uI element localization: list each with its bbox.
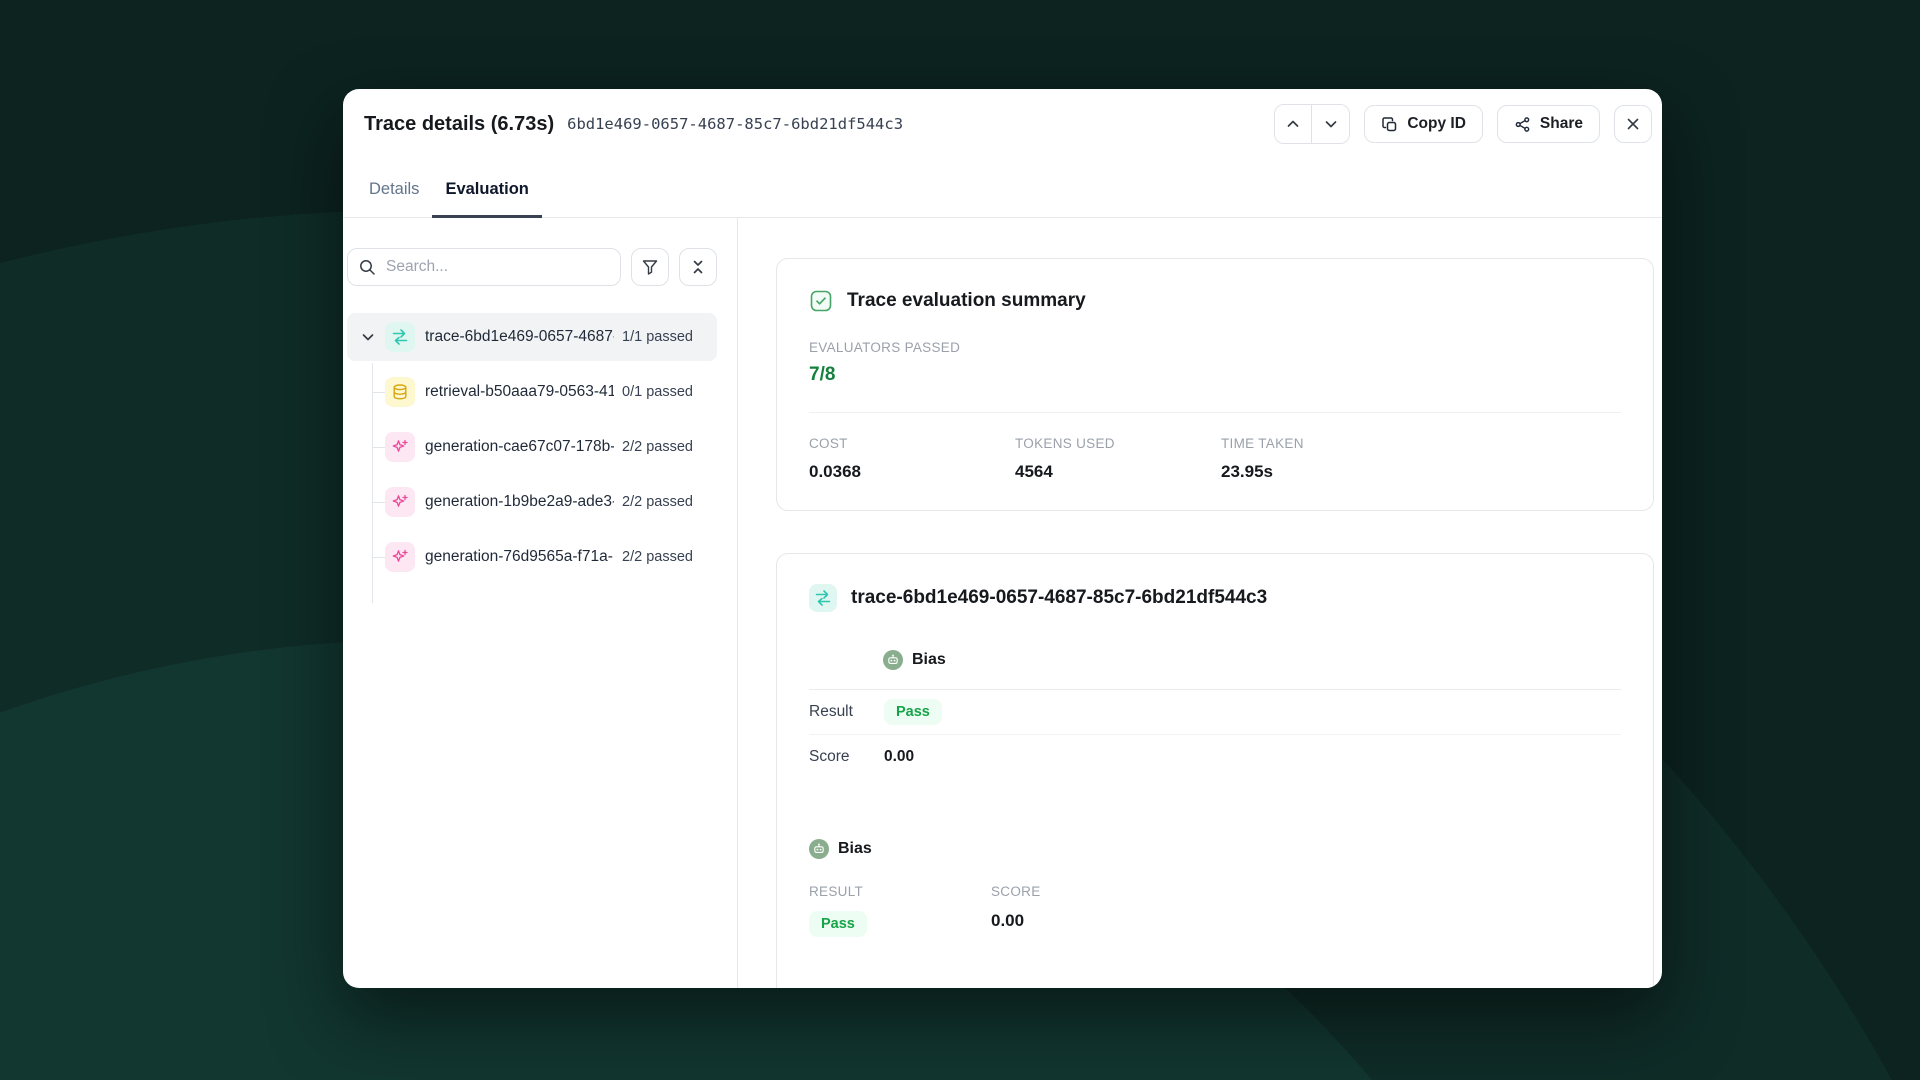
score-row: Score 0.00 (809, 748, 915, 765)
pass-badge: Pass (809, 911, 867, 937)
check-square-icon (809, 289, 833, 313)
pass-count: 2/2 passed (622, 549, 693, 565)
sparkles-icon (385, 542, 415, 572)
stat-time-taken: TIME TAKEN 23.95s (1221, 436, 1304, 481)
filter-icon (641, 258, 659, 276)
share-label: Share (1539, 115, 1583, 132)
share-button[interactable]: Share (1496, 105, 1600, 143)
tab-details[interactable]: Details (369, 180, 420, 198)
pass-badge: Pass (884, 699, 942, 725)
divider (809, 412, 1621, 413)
stat-cost: COST 0.0368 (809, 436, 861, 481)
evaluators-passed-label: EVALUATORS PASSED (809, 340, 961, 355)
modal-title: Trace details (6.73s) (364, 112, 555, 135)
close-icon (1624, 115, 1642, 133)
tree-connector (372, 363, 373, 603)
bias-tab-label: Bias (912, 651, 946, 668)
trace-card-title: trace-6bd1e469-0657-4687-85c7-6bd21df544… (851, 587, 1268, 608)
pass-count: 2/2 passed (622, 439, 693, 455)
previous-trace-button[interactable] (1275, 105, 1313, 143)
trace-evaluation-card: trace-6bd1e469-0657-4687-85c7-6bd21df544… (776, 553, 1654, 988)
copy-id-button[interactable]: Copy ID (1364, 105, 1483, 143)
trace-tree-sidebar: trace-6bd1e469-0657-4687-... 1/1 passed … (343, 218, 738, 988)
trace-icon (809, 584, 837, 612)
sparkles-icon (385, 487, 415, 517)
bias-section-heading: Bias (809, 839, 1621, 859)
result-row: Result Pass (809, 690, 1621, 734)
tree-row-retrieval[interactable]: retrieval-b50aaa79-0563-41... 0/1 passed (347, 368, 717, 416)
tree-row-generation-3[interactable]: generation-76d9565a-f71a-... 2/2 passed (347, 533, 717, 581)
trace-icon (385, 322, 415, 352)
database-icon (385, 377, 415, 407)
search-box (347, 248, 621, 286)
summary-card-title: Trace evaluation summary (847, 290, 1086, 311)
chevron-up-icon (1284, 115, 1302, 133)
tab-bias-evaluator[interactable]: Bias (883, 650, 946, 670)
trace-tree: trace-6bd1e469-0657-4687-... 1/1 passed … (347, 313, 717, 603)
copy-id-label: Copy ID (1407, 115, 1466, 132)
tree-row-trace[interactable]: trace-6bd1e469-0657-4687-... 1/1 passed (347, 313, 717, 361)
modal-tab-bar: Details Evaluation (343, 147, 1662, 218)
divider (809, 734, 1621, 735)
trace-evaluation-summary-card: Trace evaluation summary EVALUATORS PASS… (776, 258, 1654, 511)
filter-button[interactable] (631, 248, 669, 286)
chevron-down-icon (1322, 115, 1340, 133)
collapse-all-button[interactable] (679, 248, 717, 286)
trace-id: 6bd1e469-0657-4687-85c7-6bd21df544c3 (567, 115, 904, 133)
trace-nav-group (1274, 104, 1351, 144)
next-trace-button[interactable] (1312, 105, 1350, 143)
pass-count: 2/2 passed (622, 494, 693, 510)
evaluator-tab-strip: Bias (809, 650, 1621, 690)
search-icon (358, 258, 376, 276)
sparkles-icon (385, 432, 415, 462)
search-input[interactable] (347, 248, 621, 286)
copy-icon (1381, 116, 1398, 133)
stat-tokens-used: TOKENS USED 4564 (1015, 436, 1115, 481)
share-icon (1514, 116, 1531, 133)
tree-row-generation-1[interactable]: generation-cae67c07-178b-... 2/2 passed (347, 423, 717, 471)
tree-row-generation-2[interactable]: generation-1b9be2a9-ade3-... 2/2 passed (347, 478, 717, 526)
section-result-column: RESULT Pass (809, 884, 991, 937)
evaluation-panel: Trace evaluation summary EVALUATORS PASS… (738, 218, 1662, 988)
modal-header: Trace details (6.73s) 6bd1e469-0657-4687… (343, 89, 1662, 147)
section-score-column: SCORE 0.00 (991, 884, 1041, 930)
collapse-vertical-icon (689, 258, 707, 276)
robot-icon (883, 650, 903, 670)
close-button[interactable] (1614, 105, 1652, 143)
expand-chevron-icon[interactable] (359, 328, 377, 346)
header-actions: Copy ID Share (1274, 104, 1652, 144)
pass-count: 0/1 passed (622, 384, 693, 400)
trace-details-modal: Trace details (6.73s) 6bd1e469-0657-4687… (343, 89, 1662, 988)
robot-icon (809, 839, 829, 859)
pass-count: 1/1 passed (622, 329, 693, 345)
tab-evaluation[interactable]: Evaluation (432, 180, 543, 218)
evaluators-passed-value: 7/8 (809, 364, 836, 385)
